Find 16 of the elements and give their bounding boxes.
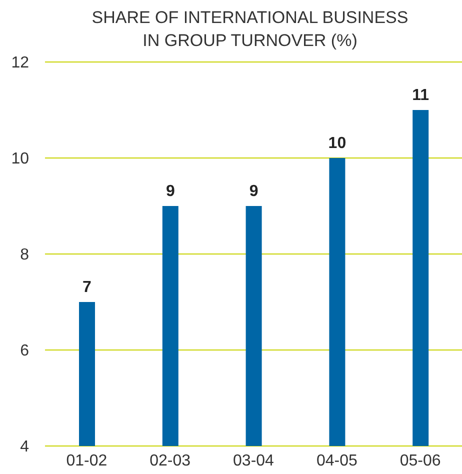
x-tick-label: 04-05 [316, 452, 358, 470]
x-tick-label: 01-02 [66, 452, 108, 470]
data-label: 10 [328, 135, 346, 152]
x-tick-label: 03-04 [233, 452, 274, 470]
y-tick-label: 6 [20, 342, 30, 360]
chart-title: SHARE OF INTERNATIONAL BUSINESS IN GROUP TURNOVER (%) [90, 7, 410, 52]
data-label: 9 [249, 183, 258, 200]
data-label: 9 [166, 183, 175, 200]
data-label: 11 [412, 87, 430, 104]
data-label: 7 [82, 279, 92, 296]
x-tick-label: 02-03 [150, 452, 191, 470]
y-tick-label: 10 [11, 150, 30, 168]
y-tick-label: 4 [20, 438, 30, 456]
y-tick-label: 12 [11, 54, 30, 72]
x-tick-label: 05-06 [400, 452, 441, 470]
y-tick-label: 8 [20, 246, 30, 264]
